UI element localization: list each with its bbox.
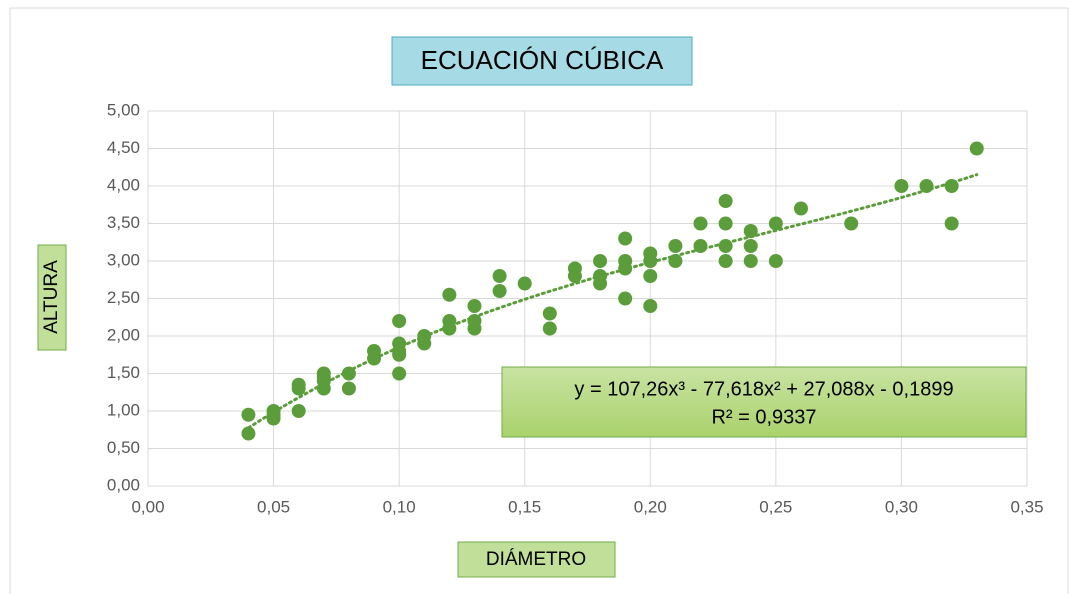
point xyxy=(593,276,608,291)
chart-title: ECUACIÓN CÚBICA xyxy=(421,45,664,75)
y-tick-label: 0,00 xyxy=(107,475,140,494)
trendline-equation: y = 107,26x³ - 77,618x² + 27,088x - 0,18… xyxy=(574,378,953,400)
point xyxy=(392,366,407,381)
point xyxy=(718,254,733,268)
point xyxy=(718,216,733,231)
point xyxy=(693,216,708,231)
x-tick-label: 0,30 xyxy=(885,497,918,516)
y-tick-label: 4,50 xyxy=(107,138,140,157)
point xyxy=(743,239,758,253)
point xyxy=(743,254,758,268)
point xyxy=(768,216,783,231)
point xyxy=(894,179,909,193)
title-box xyxy=(391,36,693,86)
point xyxy=(392,347,407,362)
y-tick-label: 3,50 xyxy=(107,213,140,232)
point xyxy=(467,299,482,313)
point xyxy=(241,407,256,422)
point xyxy=(844,216,859,231)
point xyxy=(467,321,482,336)
trendline xyxy=(247,173,979,430)
point xyxy=(341,381,356,396)
point xyxy=(517,276,532,291)
y-tick-label: 2,50 xyxy=(107,288,140,307)
point xyxy=(542,321,557,336)
x-tick-label: 0,00 xyxy=(131,497,164,516)
marks xyxy=(241,141,984,441)
x-axis-label: DIÁMETRO xyxy=(486,549,586,570)
point xyxy=(743,224,758,238)
point xyxy=(417,336,432,351)
point xyxy=(718,239,733,253)
x-tick-label: 0,15 xyxy=(508,497,541,516)
y-tick-label: 5,00 xyxy=(107,100,140,119)
chart-border xyxy=(9,7,1069,594)
point xyxy=(392,314,407,328)
point xyxy=(793,201,808,216)
point xyxy=(291,381,306,396)
point xyxy=(291,404,306,418)
x-label-box xyxy=(457,541,616,578)
y-axis-label: ALTURA xyxy=(41,260,62,334)
point xyxy=(643,269,658,283)
point xyxy=(241,426,256,441)
r-squared: R² = 0,9337 xyxy=(711,406,816,428)
point xyxy=(969,141,984,156)
x-tick-label: 0,10 xyxy=(383,497,416,516)
equation-box xyxy=(501,366,1027,438)
point xyxy=(768,254,783,268)
y-tick-label: 1,50 xyxy=(107,363,140,382)
x-tick-label: 0,05 xyxy=(257,497,290,516)
y-tick-label: 2,00 xyxy=(107,325,140,344)
point xyxy=(618,291,633,306)
y-label-box xyxy=(37,244,67,351)
point xyxy=(492,269,507,283)
point xyxy=(492,284,507,298)
x-tick-label: 0,25 xyxy=(759,497,792,516)
y-tick-label: 1,00 xyxy=(107,400,140,419)
point xyxy=(718,194,733,208)
x-tick-label: 0,35 xyxy=(1010,497,1043,516)
point xyxy=(593,254,608,268)
point xyxy=(442,287,457,302)
point xyxy=(618,231,633,246)
point xyxy=(643,299,658,313)
y-tick-label: 4,00 xyxy=(107,175,140,194)
x-tick-label: 0,20 xyxy=(634,497,667,516)
point xyxy=(668,239,683,253)
point xyxy=(542,306,557,321)
point xyxy=(567,269,582,283)
y-tick-label: 3,00 xyxy=(107,250,140,269)
y-tick-label: 0,50 xyxy=(107,438,140,457)
point xyxy=(944,216,959,231)
